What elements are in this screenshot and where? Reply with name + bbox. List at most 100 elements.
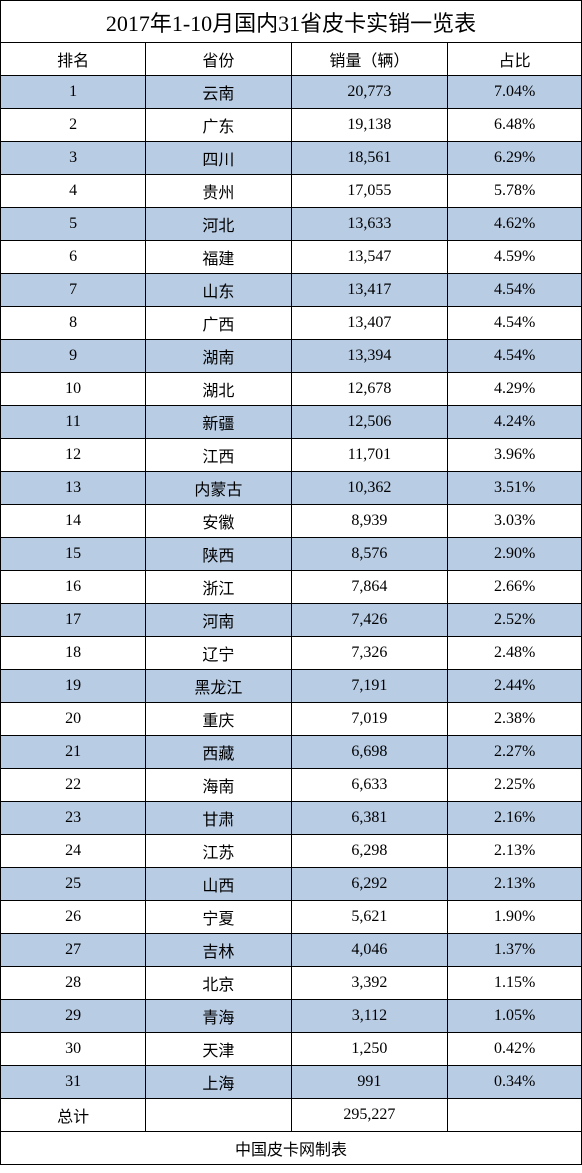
- cell-rank: 23: [1, 802, 146, 835]
- table-row: 18辽宁7,3262.48%: [1, 637, 582, 670]
- cell-province: 贵州: [146, 175, 291, 208]
- cell-share: 6.48%: [448, 109, 582, 142]
- cell-province: 云南: [146, 76, 291, 109]
- table-row: 10湖北12,6784.29%: [1, 373, 582, 406]
- cell-sales: 4,046: [291, 934, 448, 967]
- sales-table-container: 2017年1-10月国内31省皮卡实销一览表排名省份销量（辆）占比1云南20,7…: [0, 0, 582, 1165]
- cell-province: 浙江: [146, 571, 291, 604]
- cell-rank: 26: [1, 901, 146, 934]
- cell-province: 吉林: [146, 934, 291, 967]
- cell-province: 江苏: [146, 835, 291, 868]
- total-province: [146, 1099, 291, 1132]
- cell-sales: 7,864: [291, 571, 448, 604]
- table-row: 27吉林4,0461.37%: [1, 934, 582, 967]
- cell-province: 海南: [146, 769, 291, 802]
- cell-sales: 6,698: [291, 736, 448, 769]
- table-row: 30天津1,2500.42%: [1, 1033, 582, 1066]
- cell-share: 2.90%: [448, 538, 582, 571]
- table-row: 25山西6,2922.13%: [1, 868, 582, 901]
- cell-province: 青海: [146, 1000, 291, 1033]
- table-row: 1云南20,7737.04%: [1, 76, 582, 109]
- table-row: 7山东13,4174.54%: [1, 274, 582, 307]
- cell-province: 广西: [146, 307, 291, 340]
- table-row: 28北京3,3921.15%: [1, 967, 582, 1000]
- cell-rank: 27: [1, 934, 146, 967]
- cell-province: 广东: [146, 109, 291, 142]
- cell-share: 2.13%: [448, 835, 582, 868]
- cell-sales: 13,407: [291, 307, 448, 340]
- table-row: 3四川18,5616.29%: [1, 142, 582, 175]
- cell-share: 2.16%: [448, 802, 582, 835]
- cell-share: 1.05%: [448, 1000, 582, 1033]
- cell-province: 上海: [146, 1066, 291, 1099]
- cell-province: 河北: [146, 208, 291, 241]
- table-row: 23甘肃6,3812.16%: [1, 802, 582, 835]
- cell-rank: 31: [1, 1066, 146, 1099]
- cell-share: 3.51%: [448, 472, 582, 505]
- cell-share: 4.59%: [448, 241, 582, 274]
- cell-rank: 17: [1, 604, 146, 637]
- cell-rank: 20: [1, 703, 146, 736]
- cell-sales: 13,394: [291, 340, 448, 373]
- cell-rank: 30: [1, 1033, 146, 1066]
- table-row: 9湖南13,3944.54%: [1, 340, 582, 373]
- table-row: 2广东19,1386.48%: [1, 109, 582, 142]
- table-row: 21西藏6,6982.27%: [1, 736, 582, 769]
- cell-province: 黑龙江: [146, 670, 291, 703]
- cell-sales: 17,055: [291, 175, 448, 208]
- table-row: 24江苏6,2982.13%: [1, 835, 582, 868]
- cell-sales: 18,561: [291, 142, 448, 175]
- cell-rank: 9: [1, 340, 146, 373]
- cell-rank: 25: [1, 868, 146, 901]
- cell-province: 湖南: [146, 340, 291, 373]
- cell-share: 1.37%: [448, 934, 582, 967]
- table-row: 4贵州17,0555.78%: [1, 175, 582, 208]
- cell-rank: 3: [1, 142, 146, 175]
- cell-province: 新疆: [146, 406, 291, 439]
- cell-rank: 13: [1, 472, 146, 505]
- cell-rank: 24: [1, 835, 146, 868]
- cell-rank: 19: [1, 670, 146, 703]
- cell-share: 4.24%: [448, 406, 582, 439]
- table-row: 19黑龙江7,1912.44%: [1, 670, 582, 703]
- column-header: 省份: [146, 43, 291, 76]
- cell-share: 5.78%: [448, 175, 582, 208]
- cell-share: 2.66%: [448, 571, 582, 604]
- cell-sales: 6,298: [291, 835, 448, 868]
- cell-sales: 7,426: [291, 604, 448, 637]
- table-row: 5河北13,6334.62%: [1, 208, 582, 241]
- cell-rank: 8: [1, 307, 146, 340]
- column-header: 占比: [448, 43, 582, 76]
- cell-sales: 11,701: [291, 439, 448, 472]
- cell-rank: 5: [1, 208, 146, 241]
- cell-rank: 14: [1, 505, 146, 538]
- column-header: 销量（辆）: [291, 43, 448, 76]
- cell-sales: 3,112: [291, 1000, 448, 1033]
- cell-share: 2.48%: [448, 637, 582, 670]
- column-header: 排名: [1, 43, 146, 76]
- cell-province: 江西: [146, 439, 291, 472]
- cell-share: 2.27%: [448, 736, 582, 769]
- total-sales: 295,227: [291, 1099, 448, 1132]
- table-row: 22海南6,6332.25%: [1, 769, 582, 802]
- cell-share: 1.15%: [448, 967, 582, 1000]
- cell-province: 福建: [146, 241, 291, 274]
- cell-sales: 5,621: [291, 901, 448, 934]
- total-label: 总计: [1, 1099, 146, 1132]
- cell-share: 1.90%: [448, 901, 582, 934]
- cell-sales: 1,250: [291, 1033, 448, 1066]
- table-row: 8广西13,4074.54%: [1, 307, 582, 340]
- cell-rank: 28: [1, 967, 146, 1000]
- table-row: 12江西11,7013.96%: [1, 439, 582, 472]
- cell-share: 2.38%: [448, 703, 582, 736]
- cell-sales: 12,506: [291, 406, 448, 439]
- cell-share: 4.54%: [448, 307, 582, 340]
- cell-sales: 20,773: [291, 76, 448, 109]
- cell-province: 重庆: [146, 703, 291, 736]
- table-row: 17河南7,4262.52%: [1, 604, 582, 637]
- cell-sales: 6,381: [291, 802, 448, 835]
- table-footer: 中国皮卡网制表: [1, 1132, 582, 1165]
- cell-rank: 12: [1, 439, 146, 472]
- cell-share: 2.13%: [448, 868, 582, 901]
- table-row: 29青海3,1121.05%: [1, 1000, 582, 1033]
